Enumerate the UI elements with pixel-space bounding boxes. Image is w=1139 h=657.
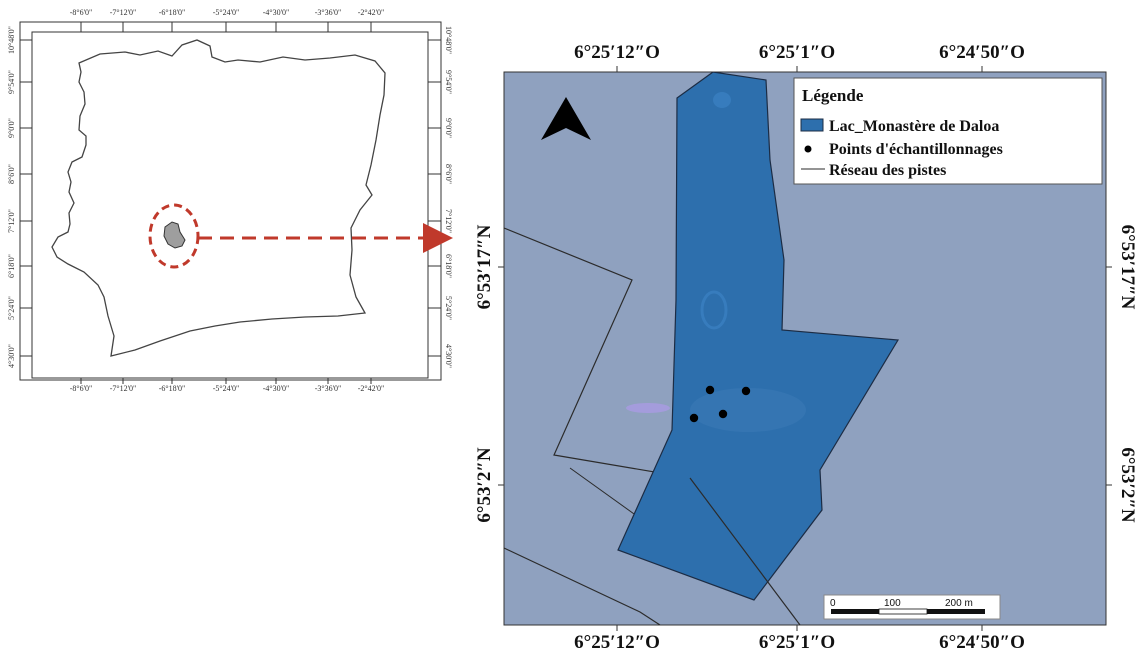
inset-right-label: 6°18'0" [444,254,453,278]
north-arrow-icon [541,97,591,140]
main-left-labels: 6°53′17″N 6°53′2″N [474,224,504,523]
track-line [504,227,691,479]
inset-top-label: -3°36'0" [315,8,342,17]
inset-left-label: 8°6'0" [7,164,16,184]
main-bottom-labels: 6°25′12″O 6°25′1″O 6°24′50″O [574,625,1025,653]
scale-segment-light [878,608,928,615]
inset-top-labels: -8°6'0" -7°12'0" -6°18'0" -5°24'0" -4°30'0" -… [70,8,385,32]
main-bottom-label: 6°25′12″O [574,632,660,653]
lake-shallow-area [700,290,728,330]
inset-left-label: 9°0'0" [7,118,16,138]
inset-right-label: 7°12'0" [444,209,453,233]
inset-right-label: 10°48'0" [444,26,453,54]
main-left-label: 6°53′17″N [474,224,495,309]
main-top-label: 6°24′50″O [939,42,1025,63]
inset-top-label: -8°6'0" [70,8,93,17]
inset-bottom-label: -5°24'0" [213,384,240,393]
legend-item-tracks: Réseau des pistes [829,162,946,179]
region-highlight-circle [148,203,200,269]
sample-point [705,385,715,395]
main-left-label: 6°53′2″N [474,447,495,522]
inset-left-label: 9°54'0" [7,70,16,94]
main-map: Légende Lac_Monastère de Daloa Points d'… [474,42,1138,653]
inset-left-label: 4°30'0" [7,344,16,368]
inset-right-label: 9°54'0" [444,70,453,94]
inset-left-label: 7°12'0" [7,209,16,233]
scale-bar: 0 100 200 m [823,594,1001,620]
inset-right-label: 5°24'0" [444,296,453,320]
inset-right-label: 4°30'0" [444,344,453,368]
scale-label: 200 m [945,598,973,609]
inset-left-label: 6°18'0" [7,254,16,278]
daloa-region [163,221,186,249]
inset-bottom-label: -7°12'0" [110,384,137,393]
country-outline [51,39,386,357]
lake-shallow-area [713,92,731,108]
inset-top-label: -5°24'0" [213,8,240,17]
inset-top-label: -4°30'0" [263,8,290,17]
inset-left-label: 10°48'0" [7,26,16,54]
inset-bottom-label: -3°36'0" [315,384,342,393]
legend: Légende Lac_Monastère de Daloa Points d'… [793,77,1103,185]
inset-right-label: 9°0'0" [444,118,453,138]
inset-right-label: 8°6'0" [444,164,453,184]
track-line [504,547,661,625]
scale-label: 100 [884,598,901,609]
inset-bottom-label: -4°30'0" [263,384,290,393]
track-line [689,477,801,625]
lake-swatch-icon [800,118,824,132]
scale-segment-dark [831,609,879,614]
scale-label: 0 [830,598,836,609]
main-right-labels: 6°53′17″N 6°53′2″N [1106,225,1138,523]
inset-bottom-labels: -8°6'0" -7°12'0" -6°18'0" -5°24'0" -4°30'0" -… [70,378,385,393]
inset-bottom-label: -6°18'0" [159,384,186,393]
scale-bar-box [823,594,1001,620]
main-right-label: 6°53′17″N [1117,225,1138,310]
main-right-label: 6°53′2″N [1117,447,1138,522]
lake-shallow-area [690,388,806,432]
legend-item-points: Points d'échantillonnages [829,141,1003,158]
sample-point [689,413,699,423]
lake-reed-area [626,403,670,413]
inset-top-label: -2°42'0" [358,8,385,17]
inset-right-labels: 10°48'0" 9°54'0" 9°0'0" 8°6'0" 7°12'0" 6°18'0… [428,26,453,368]
main-top-label: 6°25′12″O [574,42,660,63]
sample-point [741,386,751,396]
inset-left-label: 5°24'0" [7,296,16,320]
sample-point-icon [804,145,812,153]
legend-title: Légende [802,86,864,105]
inset-bottom-label: -8°6'0" [70,384,93,393]
scale-segment-dark [927,609,985,614]
main-top-label: 6°25′1″O [759,42,835,63]
inset-map: -8°6'0" -7°12'0" -6°18'0" -5°24'0" -4°30'0" -… [7,8,453,393]
legend-item-lake: Lac_Monastère de Daloa [829,118,999,135]
inset-top-label: -6°18'0" [159,8,186,17]
sample-point [718,409,728,419]
inset-left-labels: 10°48'0" 9°54'0" 9°0'0" 8°6'0" 7°12'0" 6°18'0… [7,26,32,368]
main-bottom-label: 6°25′1″O [759,632,835,653]
inset-bottom-label: -2°42'0" [358,384,385,393]
main-top-labels: 6°25′12″O 6°25′1″O 6°24′50″O [574,42,1025,72]
main-bottom-label: 6°24′50″O [939,632,1025,653]
lake-polygon [617,72,900,601]
inset-top-label: -7°12'0" [110,8,137,17]
legend-box [793,77,1103,185]
